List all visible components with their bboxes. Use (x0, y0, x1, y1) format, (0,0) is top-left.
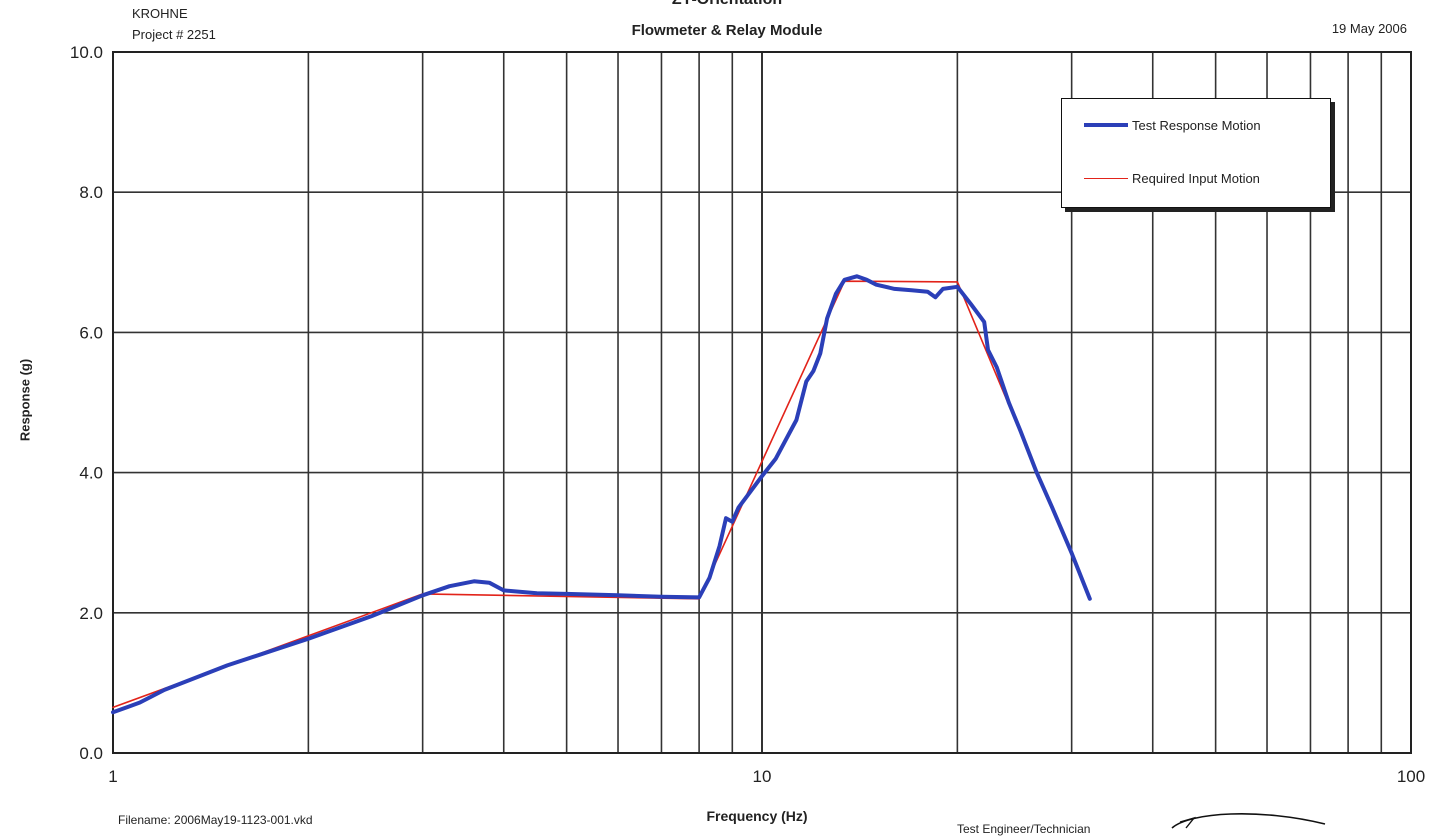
chart-legend: Test Response Motion Required Input Moti… (1061, 98, 1331, 208)
y-tick-label: 4.0 (79, 464, 103, 483)
y-tick-label: 2.0 (79, 604, 103, 623)
legend-swatch-required-input (1084, 177, 1128, 179)
y-tick-label: 8.0 (79, 183, 103, 202)
series-line-test-response (111, 274, 1092, 715)
chart-subtitle: Flowmeter & Relay Module (631, 22, 823, 39)
legend-swatch-test-response (1084, 123, 1128, 127)
filename-label: Filename: 2006May19-1123-001.vkd (118, 813, 313, 827)
series-line-required-input (112, 280, 1091, 709)
y-tick-label: 10.0 (70, 43, 103, 62)
legend-label-test-response: Test Response Motion (1132, 117, 1261, 133)
legend-label-required-input: Required Input Motion (1132, 170, 1260, 186)
company-name: KROHNE (132, 6, 188, 21)
legend-item-required-input: Required Input Motion (1084, 168, 1260, 188)
signature-mark (1171, 813, 1326, 829)
x-axis-label: Frequency (Hz) (706, 808, 808, 824)
y-tick-label: 0.0 (79, 744, 103, 763)
x-tick-label: 10 (753, 767, 772, 786)
report-date: 19 May 2006 (1331, 21, 1407, 36)
axis-ticks: 0.0 2.0 4.0 6.0 8.0 10.0 1 10 100 (70, 43, 1425, 786)
y-tick-label: 6.0 (79, 323, 103, 342)
chart-series (111, 274, 1092, 715)
chart-title: ZY-Orientation (672, 0, 782, 9)
x-tick-label: 1 (108, 767, 117, 786)
plot-border (112, 51, 1412, 754)
signature-mark-tick (1179, 816, 1196, 829)
project-number: Project # 2251 (132, 27, 216, 42)
x-tick-label: 100 (1397, 767, 1425, 786)
legend-item-test-response: Test Response Motion (1084, 115, 1261, 135)
